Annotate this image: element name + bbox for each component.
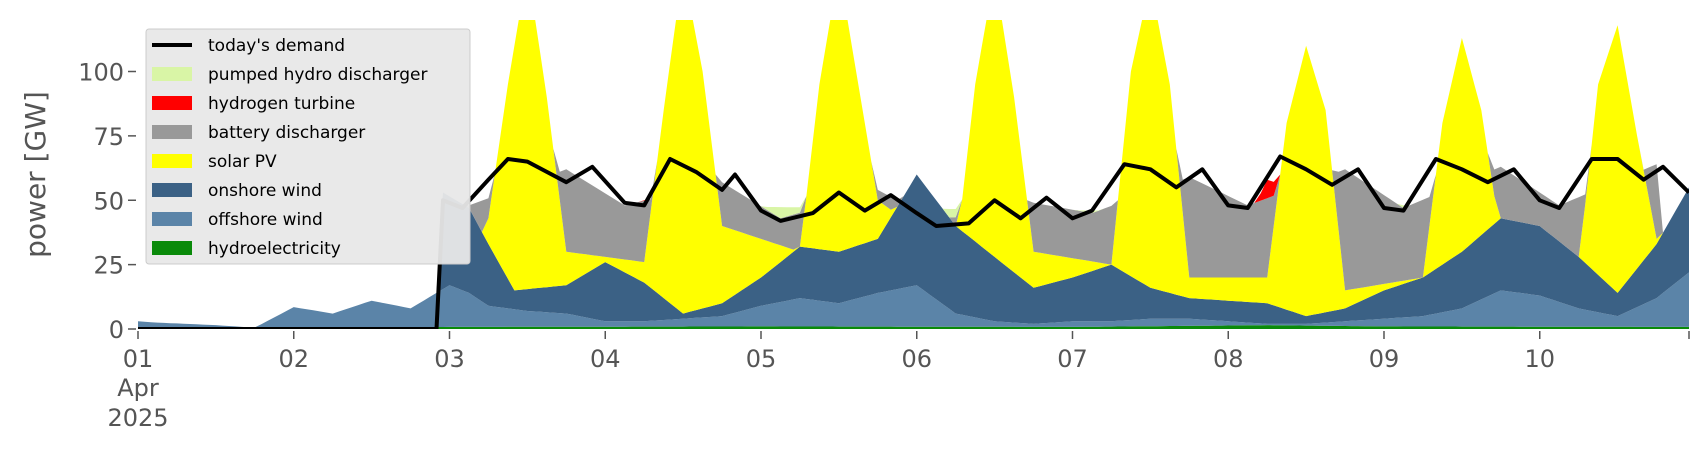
legend-swatch-battery-discharger: [152, 125, 192, 139]
legend-label-battery-discharger: battery discharger: [208, 123, 365, 143]
x-tick-label: 05: [746, 345, 777, 373]
line-today-s-demand: [138, 154, 1689, 329]
y-tick-label: 75: [93, 123, 124, 151]
x-tick-label: 07: [1057, 345, 1088, 373]
legend-label-hydrogen-turbine: hydrogen turbine: [208, 94, 355, 114]
x-tick-label: 09: [1369, 345, 1400, 373]
x-tick-label: 04: [590, 345, 621, 373]
x-tick-label: 02: [278, 345, 309, 373]
area-offshore-wind: [138, 272, 1689, 328]
y-tick-label: 50: [93, 187, 124, 215]
x-tick-label: 06: [901, 345, 932, 373]
legend: today's demand pumped hydro discharger hyd…: [145, 28, 471, 265]
x-tick-label: 08: [1213, 345, 1244, 373]
plot-area: [138, 20, 1689, 329]
legend-box: [145, 28, 471, 265]
area-solar-pv: [138, 20, 1689, 328]
y-tick-label: 0: [109, 316, 124, 344]
legend-label-solar-pv: solar PV: [208, 152, 277, 172]
legend-swatch-hydrogen-turbine: [152, 96, 192, 110]
legend-swatch-solar-pv: [152, 154, 192, 168]
legend-swatch-hydroelectricity: [152, 241, 192, 255]
x-tick-sublabel: 2025: [107, 404, 168, 432]
y-axis-label: power [GW]: [19, 91, 52, 258]
legend-label-pumped-hydro-discharger: pumped hydro discharger: [208, 65, 427, 85]
legend-label-onshore-wind: onshore wind: [208, 181, 322, 201]
y-tick-label: 25: [93, 252, 124, 280]
legend-swatch-offshore-wind: [152, 212, 192, 226]
x-tick-sublabel: Apr: [117, 374, 159, 402]
area-onshore-wind: [138, 174, 1689, 328]
legend-label-offshore-wind: offshore wind: [208, 210, 323, 230]
legend-swatch-onshore-wind: [152, 183, 192, 197]
legend-swatch-pumped-hydro-discharger: [152, 67, 192, 81]
x-tick-label: 01: [123, 345, 154, 373]
x-tick-label: 03: [434, 345, 465, 373]
legend-label-today-s-demand: today's demand: [208, 36, 345, 56]
x-tick-label: 10: [1524, 345, 1555, 373]
legend-label-hydroelectricity: hydroelectricity: [208, 239, 341, 259]
y-tick-label: 100: [78, 59, 124, 87]
area-hydroelectricity: [138, 325, 1689, 329]
